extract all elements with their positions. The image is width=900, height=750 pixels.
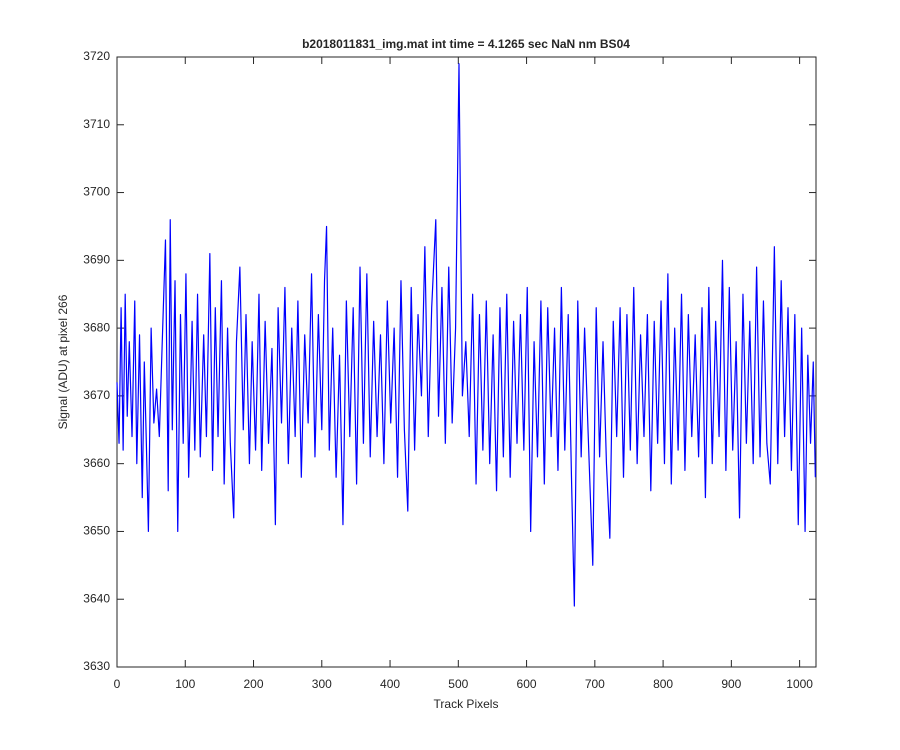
- x-tick-label: 200: [244, 677, 264, 691]
- x-tick-label: 900: [721, 677, 741, 691]
- x-tick-label: 300: [312, 677, 332, 691]
- chart-title: b2018011831_img.mat int time = 4.1265 se…: [302, 37, 630, 51]
- y-tick-label: 3700: [83, 185, 110, 199]
- x-axis-label: Track Pixels: [434, 697, 499, 711]
- x-tick-label: 500: [448, 677, 468, 691]
- x-tick-label: 100: [175, 677, 195, 691]
- x-tick-label: 800: [653, 677, 673, 691]
- y-tick-label: 3670: [83, 388, 110, 402]
- y-tick-label: 3660: [83, 456, 110, 470]
- x-tick-label: 0: [114, 677, 121, 691]
- x-tick-label: 400: [380, 677, 400, 691]
- data-line: [116, 63, 816, 607]
- x-tick-label: 600: [517, 677, 537, 691]
- y-tick-label: 3710: [83, 117, 110, 131]
- y-tick-label: 3690: [83, 253, 110, 267]
- y-tick-label: 3720: [83, 49, 110, 63]
- y-tick-label: 3680: [83, 320, 110, 334]
- y-axis-label: Signal (ADU) at pixel 266: [56, 294, 70, 429]
- y-tick-label: 3630: [83, 659, 110, 673]
- y-tick-label: 3640: [83, 591, 110, 605]
- y-tick-label: 3650: [83, 524, 110, 538]
- x-tick-label: 700: [585, 677, 605, 691]
- x-tick-label: 1000: [786, 677, 813, 691]
